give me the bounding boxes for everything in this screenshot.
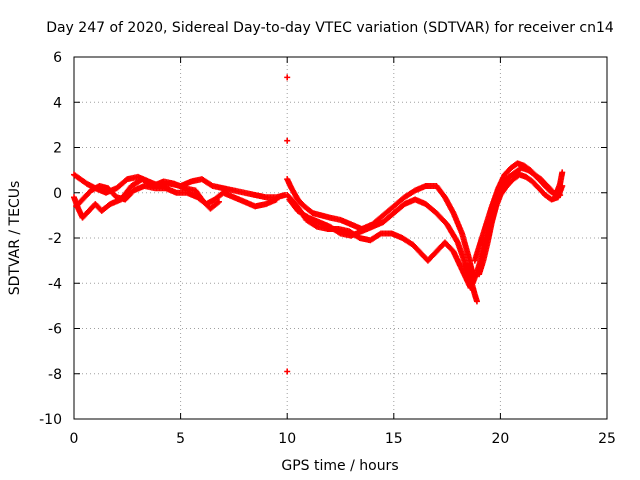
y-tick-label: -6: [48, 322, 62, 338]
y-tick-label: -4: [48, 276, 62, 292]
data-point-track-b: [273, 196, 280, 203]
y-tick-label: -10: [39, 412, 62, 428]
x-tick-label: 25: [598, 431, 616, 447]
data-point-outliers: [284, 74, 291, 81]
data-point-outliers: [284, 368, 291, 375]
y-tick-label: 2: [53, 141, 62, 157]
axis-ticks: [73, 56, 608, 420]
y-axis-label: SDTVAR / TECUs: [7, 181, 23, 296]
data-point-track-c: [215, 198, 222, 205]
y-tick-label: 6: [53, 50, 62, 66]
tick-labels: 0 5 10 15 20 25 -10 -8 -6 -4 -2 0 2 4 6: [39, 50, 616, 447]
y-tick-label: 4: [53, 95, 62, 111]
data-points: [71, 74, 566, 375]
x-tick-label: 0: [70, 431, 79, 447]
y-tick-label: 0: [53, 186, 62, 202]
x-axis-label: GPS time / hours: [281, 458, 398, 474]
data-point-track-f: [467, 284, 474, 291]
y-tick-label: -8: [48, 367, 62, 383]
x-tick-label: 20: [491, 431, 509, 447]
y-tick-label: -2: [48, 231, 62, 247]
x-tick-label: 10: [278, 431, 296, 447]
data-point-track-h: [559, 169, 566, 176]
data-point-track-e: [473, 298, 480, 305]
data-point-outliers: [284, 137, 291, 144]
x-tick-label: 5: [176, 431, 185, 447]
chart-title: Day 247 of 2020, Sidereal Day-to-day VTE…: [46, 20, 614, 36]
data-point-track-i: [559, 182, 566, 189]
gridlines: [74, 57, 607, 419]
x-tick-label: 15: [385, 431, 403, 447]
plot-frame: [73, 56, 608, 420]
